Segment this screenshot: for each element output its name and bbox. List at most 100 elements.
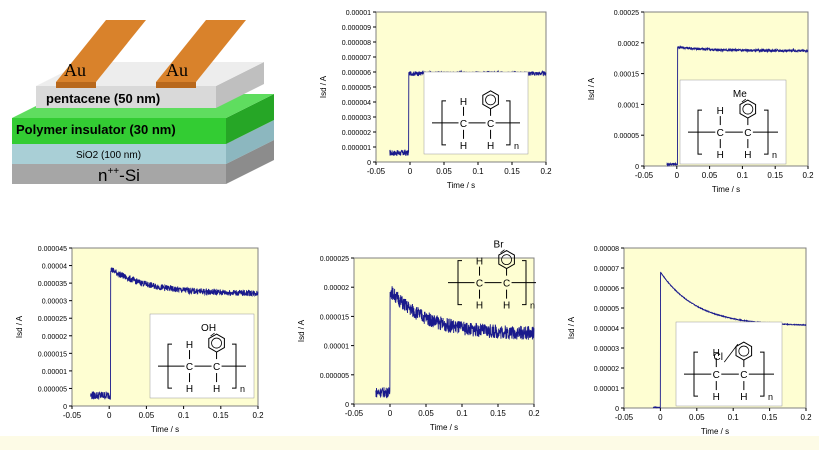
x-tick-label: 0	[658, 413, 663, 422]
y-tick-label: 0.000004	[342, 100, 371, 107]
benzene-ring	[739, 99, 757, 119]
hydrogen-label: H	[717, 106, 724, 117]
carbon-label: C	[503, 279, 510, 290]
y-tick-label: 0.00002	[594, 366, 619, 373]
sio2-label: SiO2 (100 nm)	[76, 150, 141, 161]
y-tick-label: 0.000025	[38, 316, 67, 323]
benzene-ring	[482, 90, 499, 110]
y-tick-label: 0	[615, 406, 619, 413]
hydrogen-label: H	[713, 348, 720, 359]
device-schematic: Au Au pentacene (50 nm) Polymer insulato…	[12, 20, 274, 185]
y-tick-label: 0.000005	[320, 373, 349, 380]
substituent-label: Br	[494, 240, 505, 251]
x-tick-label: 0.2	[802, 171, 814, 180]
y-tick-label: 0.00001	[324, 344, 349, 351]
hydrogen-label: H	[487, 141, 494, 152]
substituent-label: OH	[201, 323, 216, 334]
y-tick-label: 0.00002	[324, 285, 349, 292]
carbon-bg	[485, 116, 496, 129]
y-tick-label: 0.000005	[38, 386, 67, 393]
y-tick-label: 0.0001	[618, 102, 640, 109]
carbon-bg	[742, 126, 753, 139]
benzene-ring-inner	[742, 103, 754, 115]
carbon-label: C	[487, 119, 494, 130]
bond-substituent	[500, 249, 505, 253]
y-tick-label: 0.00004	[42, 264, 67, 271]
carbon-bg	[715, 126, 726, 139]
hydrogen-label: H	[503, 301, 510, 312]
substrate-label: n++-Si	[98, 166, 140, 185]
hydrogen-label: H	[713, 392, 720, 403]
y-tick-label: 0.00015	[614, 72, 639, 79]
electrode-right-front	[156, 82, 196, 88]
pentacene-layer	[36, 86, 216, 108]
x-tick-label: 0	[675, 171, 680, 180]
repeat-n-label: n	[514, 141, 519, 151]
hydrogen-label: H	[740, 392, 747, 403]
x-tick-label: 0.2	[800, 413, 812, 422]
y-tick-label: 0.00005	[594, 306, 619, 313]
substrate-label-main: n	[98, 166, 107, 185]
y-axis-label: Isd / A	[15, 315, 24, 338]
y-tick-label: 0.000045	[38, 246, 67, 253]
electrode-left	[56, 20, 146, 82]
carbon-label: C	[713, 370, 720, 381]
hydrogen-label: H	[186, 384, 193, 395]
y-axis-label: Isd / A	[319, 75, 328, 98]
pentacene-side	[216, 62, 264, 108]
y-tick-label: 0.000009	[342, 25, 371, 32]
y-tick-label: 0.000001	[342, 145, 371, 152]
structure-box	[423, 71, 529, 155]
y-tick-label: 0.000002	[342, 130, 371, 137]
y-axis-label: Isd / A	[297, 319, 306, 342]
polymer-label: Polymer insulator (30 nm)	[16, 122, 176, 137]
x-tick-label: 0.15	[504, 167, 520, 176]
y-tick-label: 0.00001	[346, 10, 371, 17]
y-tick-label: 0.000006	[342, 70, 371, 77]
x-tick-label: 0	[388, 409, 393, 418]
x-tick-label: 0.05	[689, 413, 705, 422]
hydrogen-label: H	[460, 141, 467, 152]
carbon-label: C	[186, 362, 193, 373]
repeat-n-label: n	[768, 392, 773, 402]
y-tick-label: 0.00006	[594, 286, 619, 293]
y-tick-label: 0	[367, 160, 371, 167]
hydrogen-label: H	[476, 257, 483, 268]
y-tick-label: 0.00008	[594, 246, 619, 253]
x-tick-label: 0.05	[139, 411, 155, 420]
x-tick-label: 0.05	[418, 409, 434, 418]
structure-box	[149, 313, 255, 399]
x-tick-label: 0	[408, 167, 413, 176]
carbon-bg	[211, 360, 222, 373]
carbon-bg	[458, 116, 469, 129]
bond-substituent	[741, 98, 747, 103]
pentacene-label: pentacene (50 nm)	[46, 91, 160, 106]
x-tick-label: -0.05	[345, 409, 364, 418]
benzene-ring	[208, 333, 225, 353]
x-axis-label: Time / s	[701, 427, 729, 436]
x-tick-label: 0.1	[178, 411, 190, 420]
bond-substituent	[723, 343, 739, 363]
bottom-strip	[0, 436, 819, 450]
y-axis-label: Isd / A	[567, 316, 576, 339]
x-tick-label: 0	[107, 411, 112, 420]
x-tick-label: 0.1	[728, 413, 740, 422]
chart-panel-3: 0 0.000005 0.00001 0.000015 0.00002 0.000025 0…	[15, 246, 264, 434]
hydrogen-label: H	[460, 97, 467, 108]
benzene-ring-inner	[501, 254, 512, 266]
y-tick-label: 0	[635, 164, 639, 171]
hydrogen-label: H	[186, 340, 193, 351]
y-tick-label: 0.00001	[42, 369, 67, 376]
chart-panel-4: 0 0.000005 0.00001 0.000015 0.00002 0.000025 -…	[297, 240, 540, 432]
x-tick-label: 0.1	[737, 171, 749, 180]
y-tick-label: 0.000015	[38, 351, 67, 358]
y-tick-label: 0.000005	[342, 85, 371, 92]
x-tick-label: 0.15	[490, 409, 506, 418]
repeat-n-label: n	[772, 150, 777, 160]
repeat-n-label: n	[240, 384, 245, 394]
x-tick-label: 0.1	[456, 409, 468, 418]
carbon-bg	[501, 276, 512, 289]
